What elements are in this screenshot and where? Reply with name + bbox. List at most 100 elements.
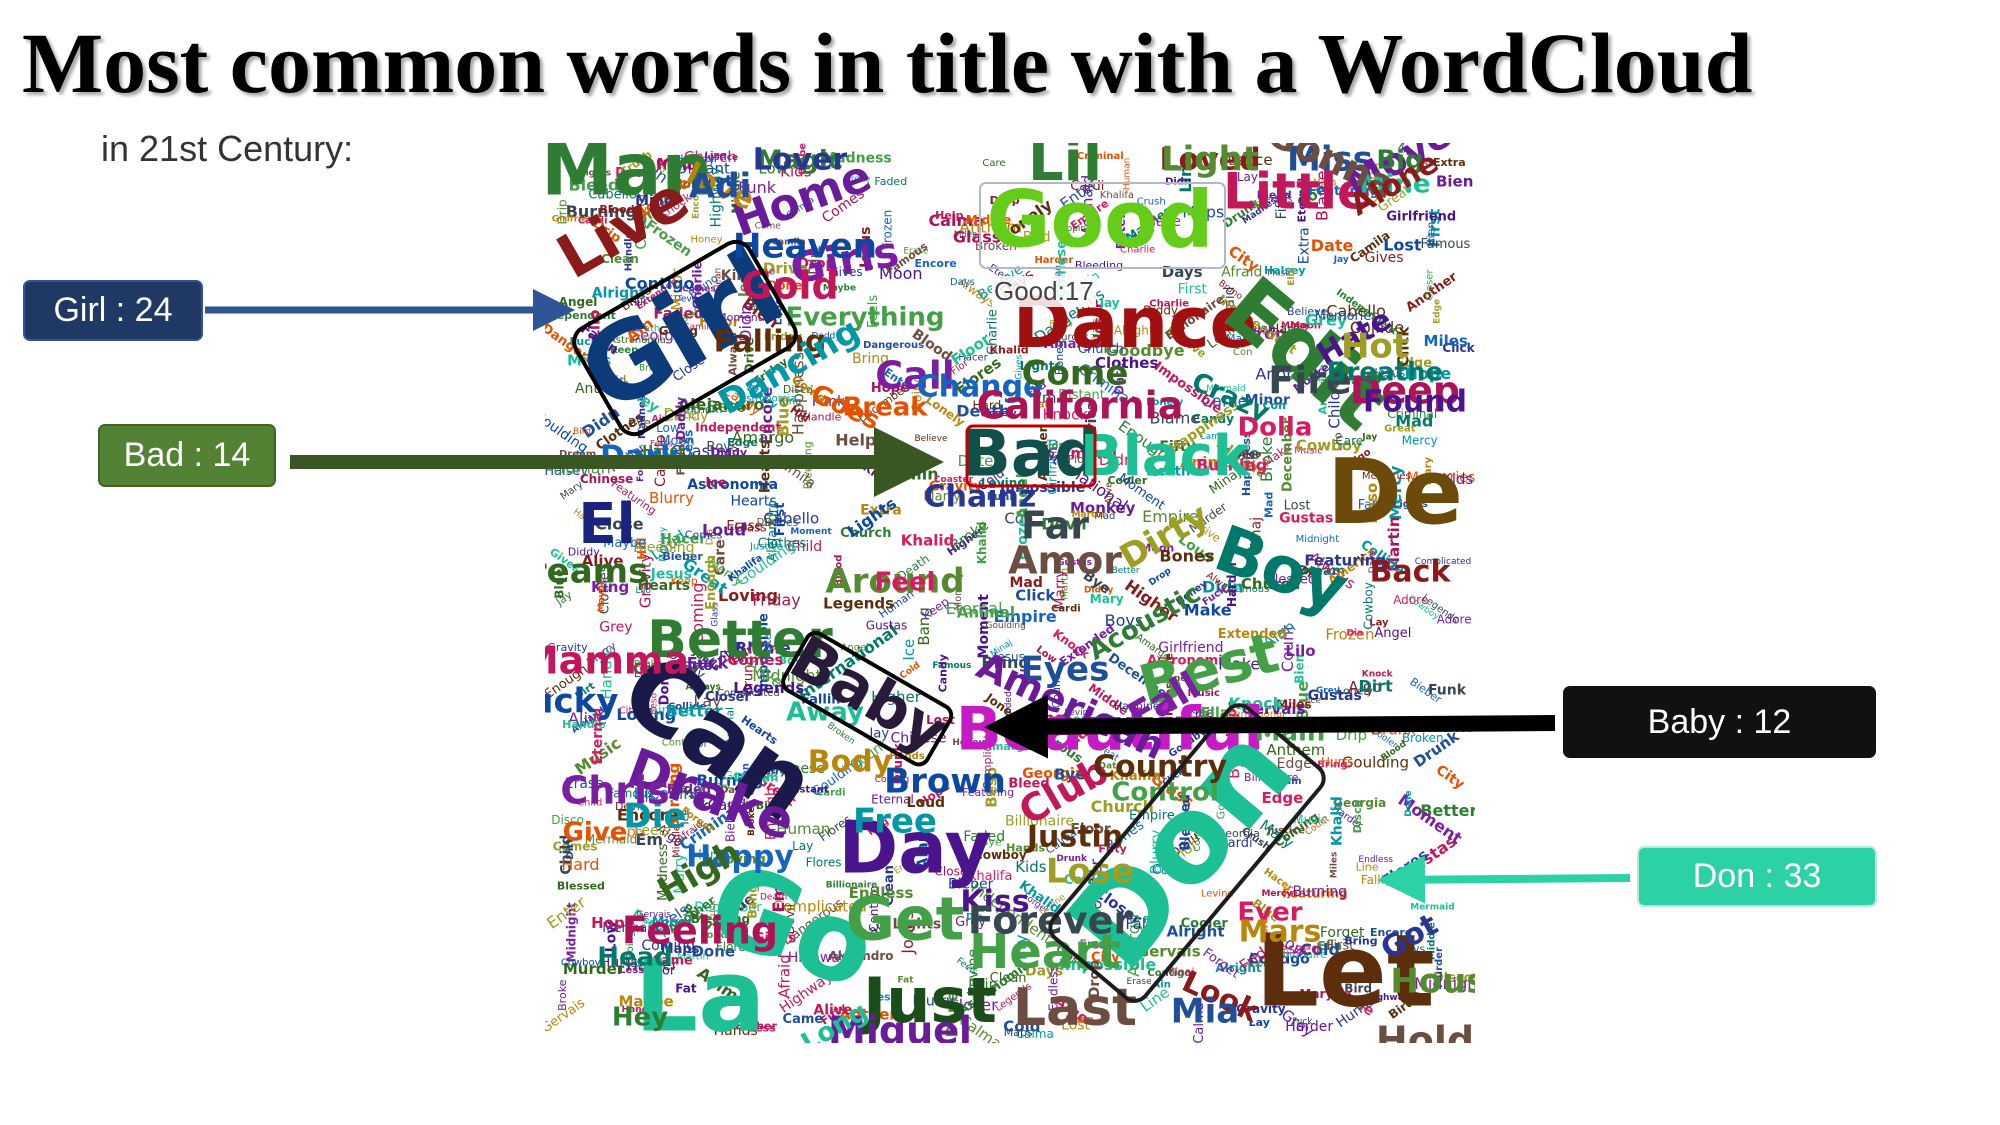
cloud-word-minor: Minor — [635, 193, 680, 209]
cloud-word-church: Church — [684, 148, 737, 166]
cloud-word-help: Help — [835, 431, 876, 450]
cloud-word-fifty: Fifty — [1274, 190, 1290, 219]
cloud-word-handle: Handle — [624, 231, 635, 271]
cloud-word-lil: Lil — [1028, 143, 1102, 194]
cloud-word-complicated: Complicated — [1415, 557, 1472, 567]
cloud-word-gustas: Gustas — [1057, 558, 1092, 568]
cloud-word-lost: Lost — [1061, 1017, 1090, 1033]
cloud-word-goodbye: Goodbye — [1215, 770, 1228, 819]
cloud-word-lost: Lost — [1284, 498, 1311, 513]
callout-good: Good:17 — [992, 276, 1096, 307]
cloud-word-first: First — [1426, 209, 1444, 248]
cloud-word-funk: Funk — [812, 394, 846, 410]
cloud-word-child: Child — [787, 539, 822, 555]
cloud-word-goulding: Goulding — [1342, 754, 1409, 772]
callout-girl: Girl : 24 — [23, 280, 203, 341]
cloud-word-bye: Bye — [628, 416, 651, 430]
cloud-word-moment: Moment — [717, 311, 763, 324]
cloud-word-featuring: Featuring — [962, 786, 1014, 799]
cloud-word-jay: Jay — [1361, 432, 1377, 442]
cloud-word-cold: Cold — [1003, 1018, 1040, 1036]
cloud-word-came: Came — [755, 221, 782, 231]
cloud-word-dia: Dia — [757, 517, 774, 528]
cloud-word-mary: Mary — [1299, 987, 1333, 1001]
cloud-word-keep: Keep — [610, 345, 638, 356]
cloud-word-came: Came — [1201, 392, 1247, 411]
cloud-word-bleed: Bleed — [1257, 189, 1292, 202]
cloud-word-featuring: Featuring — [1308, 184, 1379, 199]
cloud-word-ice: Ice — [1308, 696, 1322, 706]
cloud-word-burning: Burning — [1196, 456, 1267, 475]
cloud-word-hill: Hill — [630, 297, 646, 308]
cloud-word-blurry: Blurry — [1147, 829, 1165, 874]
cloud-word-blessed: Blessed — [1266, 942, 1320, 958]
cloud-word-came: Came — [652, 954, 693, 969]
cloud-word-mercy: Mercy — [1260, 912, 1270, 943]
cloud-word-moon: Moon — [1140, 541, 1174, 554]
cloud-word-devil: Devil — [783, 904, 797, 934]
cloud-word-lonely: Lonely — [983, 409, 1017, 419]
cloud-word-angel: Angel — [1374, 626, 1411, 641]
cloud-word-done: Done — [691, 943, 735, 961]
cloud-word-hurts: Hurts — [672, 659, 713, 674]
cloud-word-enter: Enter — [1114, 213, 1128, 250]
cloud-word-give: Give — [563, 818, 628, 848]
cloud-word-moon: Moon — [740, 763, 751, 794]
cloud-word-first: First — [773, 503, 788, 537]
cloud-word-drop: Drop — [1147, 566, 1173, 589]
cloud-word-complicated: Complicated — [773, 897, 867, 915]
cloud-word-help: Help — [935, 209, 963, 222]
cloud-word-human: Human — [776, 820, 830, 838]
cloud-word-bring: Bring — [1317, 759, 1347, 770]
cloud-word-lay: Lay — [693, 692, 721, 711]
cloud-word-criminal: Criminal — [1047, 445, 1117, 463]
cloud-word-honey: Honey — [952, 738, 984, 748]
cloud-word-marry: Marry — [672, 853, 688, 893]
cloud-word-middle: Middle — [730, 172, 743, 214]
cloud-word-distant: Distant — [676, 160, 730, 178]
cloud-word-days: Days — [1162, 263, 1203, 281]
cloud-word-bruno: Bruno — [743, 265, 776, 278]
cloud-word-animal: Animal — [1180, 454, 1238, 472]
cloud-word-fuck: Fuck — [708, 899, 718, 920]
cloud-word-days: Days — [1025, 963, 1063, 979]
cloud-word-murder: Murder — [563, 960, 625, 978]
cloud-word-cowboy: Cowboy — [974, 848, 1027, 862]
cloud-word-kids: Kids — [860, 460, 892, 488]
cloud-word-keep: Keep — [671, 574, 698, 587]
cloud-word-minaj: Minaj — [1281, 321, 1309, 331]
cloud-word-candy: Candy — [708, 796, 756, 814]
cloud-word-mad: Mad — [1263, 492, 1276, 518]
cloud-word-martin: Martin — [677, 952, 709, 963]
cloud-word-alejandro: Alejandro — [765, 500, 780, 562]
cloud-word-drop: Drop — [1243, 324, 1287, 343]
cloud-word-cardi: Cardi — [578, 215, 608, 226]
cloud-word-lilo: Lilo — [636, 586, 652, 596]
cloud-word-help: Help — [643, 164, 666, 175]
cloud-word-gravity: Gravity — [1236, 1002, 1286, 1016]
cloud-word-billionaire: Billionaire — [1244, 771, 1299, 784]
cloud-word-believe: Believe — [1287, 305, 1328, 318]
cloud-word-encore: Encore — [1370, 926, 1412, 939]
cloud-word-found: Found — [1363, 385, 1467, 420]
cloud-word-beso: Beso — [982, 767, 1000, 808]
cloud-word-bring: Bring — [981, 653, 1029, 672]
cloud-word-miles: Miles — [1424, 332, 1468, 350]
cloud-word-cabello: Cabello — [1326, 302, 1386, 321]
cloud-word-animal: Animal — [957, 604, 1015, 622]
cloud-word-hands: Hands — [889, 751, 924, 762]
cloud-word-extended: Extended — [1218, 627, 1287, 642]
cloud-word-encore: Encore — [617, 805, 679, 824]
cloud-word-hard: Hard — [1270, 322, 1301, 337]
cloud-word-famous: Famous — [607, 786, 653, 800]
cloud-word-knock: Knock — [1043, 406, 1089, 424]
cloud-word-collide: Collide — [1350, 318, 1404, 337]
cloud-word-coaster: Coaster — [632, 191, 650, 250]
cloud-word-mercy: Mercy — [1386, 465, 1405, 520]
cloud-word-adore: Adore — [1246, 960, 1273, 970]
cloud-word-bieber: Bieber — [662, 550, 703, 563]
cloud-word-blurry: Blurry — [649, 489, 694, 507]
cloud-word-cardi: Cardi — [1219, 836, 1253, 851]
cloud-word-line: Line — [1356, 861, 1379, 874]
cloud-word-boys: Boys — [706, 440, 738, 455]
